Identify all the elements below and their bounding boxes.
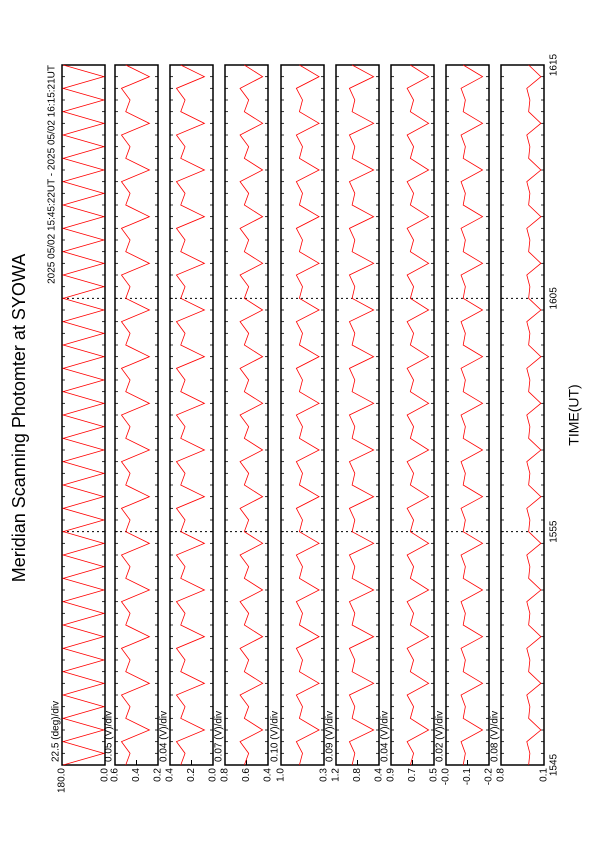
x-tick-label: 1545 [549,753,560,776]
panel-annotation: 0.10 (V)/div [270,711,281,762]
trace-line [120,64,151,766]
y-tick-label: -0.2 [484,768,495,786]
trace-line [460,64,484,766]
y-tick-label: 0.7 [407,768,418,782]
trace-line [239,64,264,766]
panel-annotation: 0.02 (V)/div [435,711,446,762]
trace-line [295,64,320,766]
y-tick-label: 0.0 [208,768,219,782]
panel-frame [390,64,435,766]
panel-annotation: 0.09 (V)/div [325,711,336,762]
y-tick-label: 0.4 [374,768,385,782]
x-tick-label: 1605 [549,287,560,310]
y-tick-label: 180.0 [57,768,68,793]
y-tick-label: 0.6 [110,768,121,782]
trace-line [348,64,375,766]
y-tick-label: -0.1 [462,768,473,786]
y-tick-label: 0.5 [429,768,440,782]
y-tick-label: 0.1 [539,768,550,782]
y-tick-label: 0.8 [496,768,507,782]
y-tick-label: 0.8 [352,768,363,782]
panel-annotation: 0.05 (V)/div [104,711,115,762]
trace-line [406,64,430,766]
y-tick-label: 0.0 [100,768,111,782]
panel-frame [335,64,380,766]
y-tick-label: 0.8 [220,768,231,782]
x-axis-label: TIME(UT) [566,384,582,445]
panel-annotation: 0.04 (V)/div [380,711,391,762]
rotated-chart: Meridian Scanning Photomter at SYOWA 202… [9,53,582,793]
y-tick-label: 0.4 [263,768,274,782]
panel-annotation: 0.07 (V)/div [214,711,225,762]
y-tick-label: 0.2 [186,768,197,782]
panel-annotation: 0.04 (V)/div [159,711,170,762]
panel-annotation: 22.5 (deg)/div [51,701,62,762]
trace-line [175,64,206,766]
panel-frame [500,64,545,766]
y-tick-label: 0.9 [386,768,397,782]
x-tick-label: 1555 [549,520,560,543]
trace-line [61,64,106,766]
y-tick-label: -0.0 [441,768,452,786]
chart-subtitle: 2025 05/02 15:45:22UT - 2025 05/02 16:15… [47,65,58,284]
chart-title: Meridian Scanning Photomter at SYOWA [9,254,29,582]
panel-annotation: 0.08 (V)/div [490,711,501,762]
y-tick-label: 1.0 [276,768,287,782]
y-tick-label: 0.4 [165,768,176,782]
x-tick-label: 1615 [549,53,560,76]
panel-frame [224,64,269,766]
y-tick-label: 1.2 [331,768,342,782]
trace-line [526,64,542,766]
y-tick-label: 0.4 [131,768,142,782]
y-tick-label: 0.2 [153,768,164,782]
panel-frame [61,64,106,766]
y-tick-label: 0.3 [319,768,330,782]
y-tick-label: 0.6 [241,768,252,782]
